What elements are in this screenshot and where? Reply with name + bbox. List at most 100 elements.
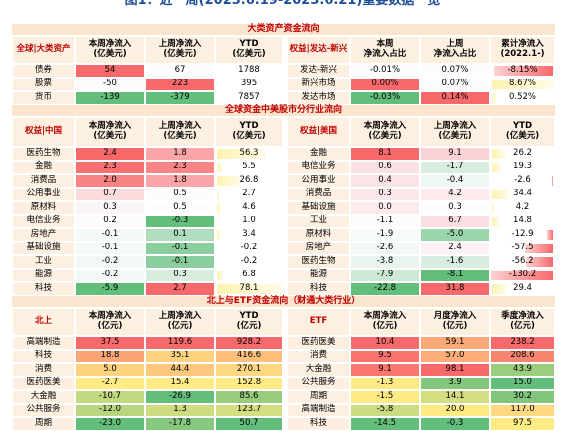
cell-value: -0.01% [370, 66, 400, 76]
cell: 67 [145, 64, 215, 78]
cell: 2.3 [145, 161, 215, 175]
cell: 2.4 [420, 242, 490, 256]
cell-value: 97.5 [513, 419, 532, 429]
cell-value: 9.1 [448, 149, 462, 159]
cell-value: -14.5 [374, 419, 396, 429]
cell-value: 0.7 [103, 189, 117, 199]
row-label: 科技 [12, 350, 75, 364]
cell-value: 20.0 [446, 405, 465, 415]
page-title: 图1：近一周(2023.6.19-2023.6.21)重要数据一览 [0, 0, 565, 9]
cell-value: -5.0 [447, 230, 464, 240]
cell: 14.1 [420, 390, 490, 404]
cell: 416.6 [215, 350, 283, 364]
cell: 98.1 [420, 363, 490, 377]
cell-value: -57.5 [512, 243, 534, 253]
cell: -0.03% [350, 91, 420, 105]
section-title: 大类资产资金流向 [12, 24, 555, 36]
cell-value: -1.6 [447, 257, 464, 267]
cell: 9.1 [350, 363, 420, 377]
cell-value: -1.9 [377, 230, 394, 240]
cell-value: 416.6 [237, 351, 261, 361]
cell: -0.3 [420, 417, 490, 431]
column-header: 季度净流入 (亿元) [490, 308, 555, 336]
cell-value: 0.6 [378, 162, 392, 172]
data-bar [492, 149, 505, 159]
cell: 123.7 [215, 404, 283, 418]
cell-value: 0.07% [441, 66, 468, 76]
cell: -2.6 [490, 174, 555, 188]
cell: 1788 [215, 64, 283, 78]
column-header: 权益|美国 [287, 117, 350, 147]
cell-value: 2.3 [173, 162, 187, 172]
cell-value: 85.6 [240, 392, 259, 402]
cell: 14.8 [490, 215, 555, 229]
cell: 54 [75, 64, 145, 78]
cell-value: 8.1 [378, 149, 392, 159]
column-header: 上周净流入 (亿元) [145, 308, 215, 336]
row-label: 科技 [287, 417, 350, 431]
cell-value: 117.0 [510, 405, 534, 415]
cell-value: -3.8 [377, 257, 394, 267]
column-header: 权益|发达-新兴 [287, 36, 350, 64]
cell: -2.6 [350, 242, 420, 256]
cell: -12.0 [75, 404, 145, 418]
data-bar [217, 176, 240, 186]
cell: 37.5 [75, 336, 145, 350]
data-bar [217, 217, 218, 227]
cell: 1.0 [215, 215, 283, 229]
cell: 43.9 [490, 363, 555, 377]
cell: 0.07% [420, 78, 490, 92]
cell-value: -10.7 [99, 392, 121, 402]
cell-value: 18.8 [101, 351, 120, 361]
cell: 5.0 [75, 363, 145, 377]
row-label: 医药医美 [287, 336, 350, 350]
cell: -22.8 [350, 282, 420, 296]
cell: 56.3 [215, 147, 283, 161]
data-bar [552, 176, 553, 186]
cell: 395 [215, 78, 283, 92]
cell-value: 2.7 [173, 284, 187, 294]
column-header: 累计净流入 (2022.1-) [490, 36, 555, 64]
column-header: 月度净流入 (亿元) [420, 308, 490, 336]
cell-value: 59.1 [446, 338, 465, 348]
column-header: 本周净流入 (亿美元) [75, 36, 145, 64]
cell-value: -2.6 [377, 243, 394, 253]
row-label: 原材料 [287, 228, 350, 242]
cell: 0.3 [75, 201, 145, 215]
cell-value: -0.1 [172, 257, 189, 267]
cell: -57.5 [490, 242, 555, 256]
cell: 15.4 [145, 377, 215, 391]
cell-value: 4.2 [516, 203, 530, 213]
row-label: 消费 [12, 363, 75, 377]
cell: 0.07% [420, 64, 490, 78]
column-header: 本周 净流入占比 [350, 36, 420, 64]
cell-value: 0.00% [371, 79, 398, 89]
cell-value: 928.2 [237, 338, 261, 348]
cell: 0.3 [350, 188, 420, 202]
cell-value: -0.2 [102, 270, 119, 280]
cell: -12.9 [490, 228, 555, 242]
section-title: 北上与ETF资金流向（财通大类行业） [12, 296, 555, 308]
cell-value: -0.2 [241, 257, 258, 267]
row-label: 能源 [287, 269, 350, 283]
cell: -0.1 [145, 255, 215, 269]
column-header: ETF [287, 308, 350, 336]
cell: 117.0 [490, 404, 555, 418]
cell: 97.5 [490, 417, 555, 431]
cell: -8.1 [420, 269, 490, 283]
cell-value: 19.3 [513, 162, 532, 172]
cell: -0.01% [350, 64, 420, 78]
row-label: 科技 [12, 282, 75, 296]
cell: 1.3 [145, 404, 215, 418]
cell: 8.67% [490, 78, 555, 92]
cell: -50 [75, 78, 145, 92]
cell: -5.0 [420, 228, 490, 242]
column-header: YTD (亿元) [215, 308, 283, 336]
cell-value: 152.8 [237, 378, 261, 388]
cell: 0.14% [420, 91, 490, 105]
cell: -379 [145, 91, 215, 105]
cell: 0.5 [145, 201, 215, 215]
data-bar [217, 163, 222, 173]
cell: 3.4 [215, 228, 283, 242]
